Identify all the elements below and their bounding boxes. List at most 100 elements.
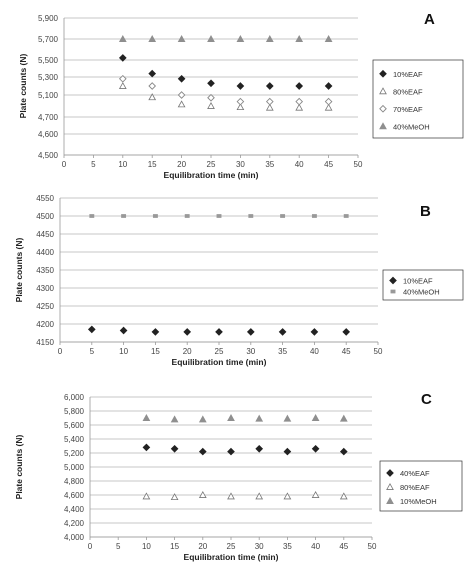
y-tick-label: 5,400	[64, 435, 85, 444]
data-point	[283, 447, 292, 456]
data-point	[339, 414, 348, 422]
data-point	[177, 91, 186, 99]
data-point	[207, 34, 215, 42]
data-point	[265, 34, 274, 42]
x-tick-label: 35	[278, 347, 287, 356]
y-tick-label: 5,800	[64, 407, 85, 416]
data-point	[324, 34, 333, 42]
data-point	[311, 444, 320, 453]
y-tick-label: 4,800	[64, 477, 85, 486]
data-point	[148, 34, 157, 42]
legend-marker	[389, 276, 397, 285]
x-tick-label: 40	[295, 160, 304, 169]
y-tick-label: 4,500	[38, 151, 59, 160]
y-tick-label: 4,600	[64, 491, 85, 500]
data-point	[343, 214, 349, 218]
x-tick-label: 25	[215, 347, 224, 356]
data-point	[198, 447, 207, 456]
data-point	[89, 214, 95, 218]
data-point	[255, 444, 264, 453]
data-point	[177, 100, 186, 108]
y-tick-label: 4500	[36, 212, 54, 221]
x-tick-label: 25	[227, 542, 236, 551]
legend-label: 40%MeOH	[403, 288, 440, 297]
series-40-meoh	[118, 34, 333, 42]
data-point	[148, 93, 157, 101]
data-point	[265, 82, 274, 90]
x-axis-label: Equilibration time (min)	[184, 552, 279, 562]
x-tick-label: 30	[246, 347, 255, 356]
data-point	[183, 328, 192, 336]
data-point	[311, 490, 320, 498]
legend: 40%EAF 80%EAF 10%MeOH	[379, 460, 463, 512]
legend-label: 80%EAF	[400, 483, 430, 492]
data-point	[119, 326, 128, 335]
data-point	[295, 103, 304, 111]
chart-panel-c: 4,000 4,200 4,400 4,600 4,800 5,000 5,200 5,400…	[14, 391, 463, 562]
x-tick-label: 10	[142, 542, 151, 551]
legend-marker	[379, 122, 387, 130]
y-axis-label: Plate counts (N)	[14, 434, 24, 499]
x-tick-label: 15	[148, 160, 157, 169]
data-point	[184, 214, 190, 218]
data-point	[236, 82, 245, 90]
legend-marker	[379, 69, 387, 78]
y-tick-label: 4,000	[64, 533, 85, 542]
data-point	[295, 34, 304, 42]
legend-label: 10%EAF	[403, 277, 433, 286]
data-point	[324, 97, 333, 106]
y-tick-label: 5,200	[64, 449, 85, 458]
data-point	[324, 82, 333, 90]
data-point	[255, 492, 264, 500]
legend: 10%EAF 80%EAF 70%EAF 40%MeOH	[372, 59, 464, 139]
legend-marker	[379, 87, 387, 95]
y-tick-label: 5,600	[64, 421, 85, 430]
data-point	[152, 214, 158, 218]
series-40-meoh	[89, 214, 349, 218]
series-10-eaf	[118, 54, 333, 90]
legend-label: 40%MeOH	[393, 122, 430, 131]
data-point	[118, 74, 127, 83]
legend-box	[382, 269, 464, 301]
data-point	[339, 447, 348, 456]
y-tick-label: 4,200	[64, 519, 85, 528]
data-point	[207, 93, 215, 102]
data-point	[246, 328, 255, 336]
data-point	[118, 81, 127, 89]
x-tick-label: 40	[310, 347, 319, 356]
y-tick-label: 6,000	[64, 393, 85, 402]
data-point	[236, 103, 245, 111]
data-point	[342, 328, 351, 336]
series-80-eaf	[118, 81, 333, 111]
data-point	[170, 415, 179, 423]
data-point	[236, 97, 245, 106]
data-point	[177, 34, 186, 42]
x-tick-label: 10	[118, 160, 127, 169]
y-tick-label: 5,000	[64, 463, 85, 472]
data-point	[295, 82, 304, 90]
x-tick-label: 30	[255, 542, 264, 551]
legend-label: 10%EAF	[393, 70, 423, 79]
data-point	[227, 447, 235, 456]
y-tick-label: 4150	[36, 338, 54, 347]
x-tick-label: 5	[91, 160, 96, 169]
data-point	[227, 413, 235, 421]
data-point	[324, 103, 333, 111]
data-point	[198, 415, 207, 423]
legend-marker	[390, 289, 396, 294]
y-tick-label: 4,700	[38, 113, 59, 122]
panel-label: A	[424, 11, 435, 28]
y-tick-label: 4,400	[64, 505, 85, 514]
data-point	[87, 325, 96, 334]
y-tick-label: 5,900	[38, 14, 59, 23]
y-tick-label: 4300	[36, 284, 54, 293]
x-axis-label: Equilibration time (min)	[164, 170, 259, 180]
data-point	[311, 413, 320, 421]
legend-box	[379, 460, 463, 512]
x-axis-label: Equilibration time (min)	[172, 357, 267, 367]
x-tick-label: 35	[283, 542, 292, 551]
y-tick-label: 4400	[36, 248, 54, 257]
series-70-eaf	[118, 74, 333, 106]
data-point	[142, 413, 151, 421]
